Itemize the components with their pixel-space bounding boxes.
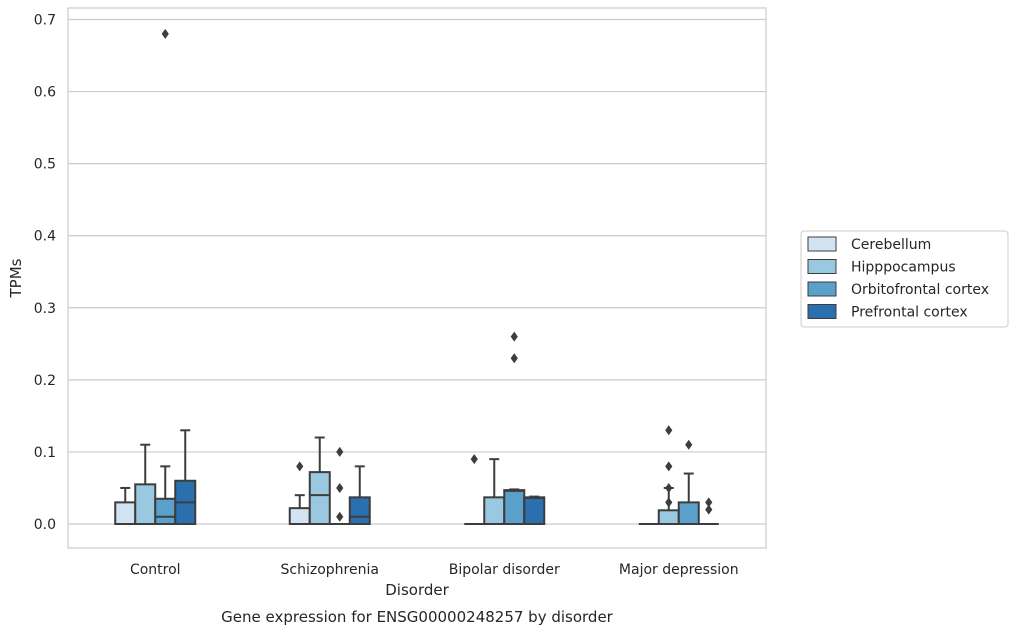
outlier-point [336,482,344,493]
legend-entry: Cerebellum [851,237,931,253]
outlier-point [161,28,169,39]
outlier-point [510,353,518,364]
y-tick-label: 0.1 [34,445,56,461]
legend-swatch [807,281,837,297]
y-tick-label: 0.2 [34,373,56,389]
legend-frame [800,230,1009,328]
legend-entry: Prefrontal cortex [851,305,968,321]
box-orbitofrontal-cortex [329,446,350,525]
box-cerebellum [288,461,311,526]
box-orbitofrontal-cortex [677,439,700,525]
outlier-point [685,439,693,450]
outlier-point [470,454,478,465]
box-hipppocampus [657,425,680,525]
legend-entry: Hipppocampus [851,260,956,276]
box-body [483,496,506,525]
box-body [154,497,177,525]
outlier-point [705,497,713,508]
box-body [503,489,526,526]
outlier-point [665,425,673,436]
legend-entry: Orbitofrontal cortex [851,282,989,298]
plot-frame [67,7,767,549]
outlier-point [336,511,344,522]
box-body [114,501,137,525]
box-hipppocampus [134,443,157,526]
outlier-point [705,504,713,515]
y-tick-label: 0.3 [34,301,56,317]
outlier-point [510,331,518,342]
x-tick-labels: Control Schizophrenia Bipolar disorder Majo… [130,562,739,578]
legend-swatch [807,304,837,319]
y-tick-label: 0.0 [34,517,56,533]
legend: Cerebellum Hipppocampus Orbitofrontal cort… [800,230,1009,328]
box-prefrontal-cortex [523,495,546,525]
box-body [134,483,157,526]
y-tick-label: 0.4 [34,229,56,245]
y-tick-labels: 0.0 0.1 0.2 0.3 0.4 0.5 0.6 0.7 [34,13,56,534]
outlier-point [665,482,673,493]
boxes [114,28,719,526]
y-tick-label: 0.6 [34,85,56,101]
box-body [657,509,680,525]
box-body [308,471,331,526]
chart-caption: Gene expression for ENSG00000248257 by d… [221,608,614,626]
box-body [677,501,700,525]
legend-swatch [807,236,837,252]
gridlines [68,18,766,525]
box-orbitofrontal-cortex [503,331,526,526]
box-cerebellum [464,454,485,525]
box-hipppocampus [308,436,331,526]
box-orbitofrontal-cortex [154,28,177,525]
x-tick-label: Bipolar disorder [449,562,560,578]
outlier-point [296,461,304,472]
box-cerebellum [114,486,137,525]
box-prefrontal-cortex [348,465,371,525]
y-tick-label: 0.7 [34,13,56,29]
x-axis-label: Disorder [385,581,449,599]
x-tick-label: Schizophrenia [281,562,379,578]
box-prefrontal-cortex [174,429,197,525]
outlier-point [665,461,673,472]
box-body [348,496,371,525]
box-body [523,496,546,525]
box-prefrontal-cortex [698,497,719,525]
legend-swatch [807,259,837,274]
y-tick-label: 0.5 [34,157,56,173]
box-hipppocampus [483,458,506,525]
y-axis-label: TPMs [7,258,25,298]
x-tick-label: Control [130,562,181,578]
x-tick-label: Major depression [619,562,739,578]
outlier-point [665,497,673,508]
box-body [288,507,311,526]
outlier-point [336,446,344,457]
